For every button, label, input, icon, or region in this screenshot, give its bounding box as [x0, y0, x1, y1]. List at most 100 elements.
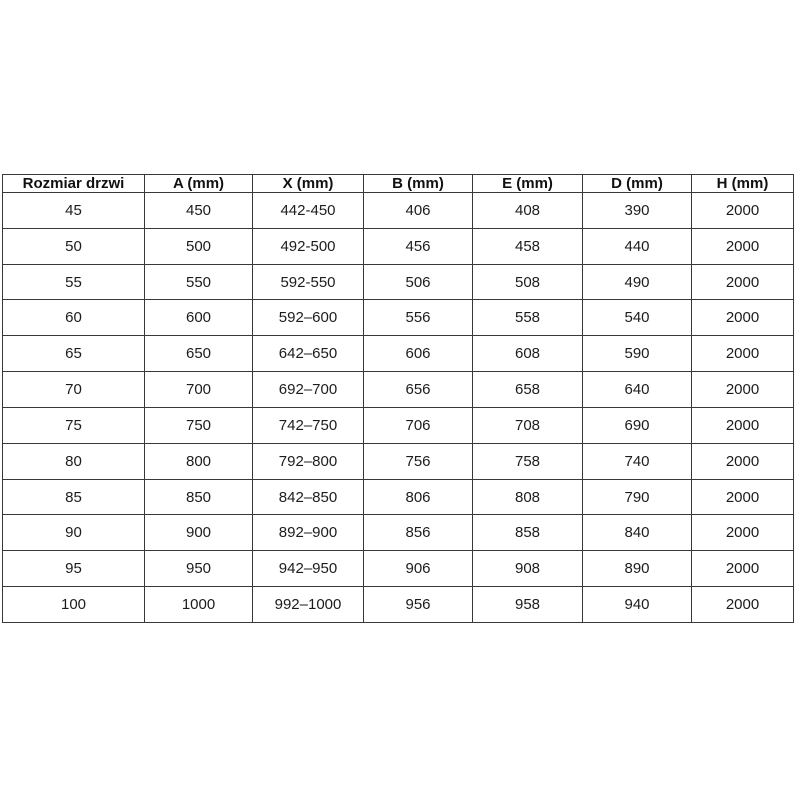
table-row: 50 500 492-500 456 458 440 2000	[2, 227, 794, 265]
table-cell: 65	[2, 335, 145, 373]
table-body: 45 450 442-450 406 408 390 2000 50 500 492-500 456…	[2, 192, 794, 623]
table-cell: 100	[2, 586, 145, 623]
table-cell: 458	[472, 227, 583, 265]
table-cell: 90	[2, 514, 145, 552]
table-cell: 558	[472, 299, 583, 337]
table-cell: 2000	[691, 192, 794, 229]
column-header-x-mm: X (mm)	[252, 174, 364, 193]
table-cell: 756	[363, 442, 473, 480]
table-cell: 60	[2, 299, 145, 337]
table-cell: 606	[363, 335, 473, 373]
table-cell: 95	[2, 550, 145, 588]
table-cell: 892–900	[252, 514, 364, 552]
table-row: 75 750 742–750 706 708 690 2000	[2, 406, 794, 444]
table-cell: 500	[144, 227, 253, 265]
table-cell: 540	[582, 299, 692, 337]
column-header-rozmiar-drzwi: Rozmiar drzwi	[2, 174, 145, 193]
table-cell: 2000	[691, 335, 794, 373]
table-row: 60 600 592–600 556 558 540 2000	[2, 299, 794, 337]
table-cell: 656	[363, 371, 473, 408]
table-cell: 806	[363, 478, 473, 516]
table-cell: 75	[2, 406, 145, 444]
table-cell: 2000	[691, 227, 794, 265]
table-row: 80 800 792–800 756 758 740 2000	[2, 442, 794, 480]
table-cell: 906	[363, 550, 473, 588]
table-row: 70 700 692–700 656 658 640 2000	[2, 371, 794, 408]
table-cell: 408	[472, 192, 583, 229]
table-cell: 940	[582, 586, 692, 623]
table-cell: 2000	[691, 406, 794, 444]
table-cell: 406	[363, 192, 473, 229]
table-cell: 800	[144, 442, 253, 480]
table-cell: 790	[582, 478, 692, 516]
table-cell: 80	[2, 442, 145, 480]
table-row: 55 550 592-550 506 508 490 2000	[2, 263, 794, 301]
table-cell: 442-450	[252, 192, 364, 229]
table-cell: 2000	[691, 442, 794, 480]
table-row: 85 850 842–850 806 808 790 2000	[2, 478, 794, 516]
table-cell: 492-500	[252, 227, 364, 265]
table-header-row: Rozmiar drzwi A (mm) X (mm) B (mm) E (mm…	[2, 174, 794, 193]
table-row: 95 950 942–950 906 908 890 2000	[2, 550, 794, 588]
table-row: 65 650 642–650 606 608 590 2000	[2, 335, 794, 373]
table-cell: 758	[472, 442, 583, 480]
table-cell: 2000	[691, 371, 794, 408]
table-cell: 440	[582, 227, 692, 265]
column-header-a-mm: A (mm)	[144, 174, 253, 193]
table-cell: 658	[472, 371, 583, 408]
table-cell: 50	[2, 227, 145, 265]
column-header-e-mm: E (mm)	[472, 174, 583, 193]
table-row: 45 450 442-450 406 408 390 2000	[2, 192, 794, 229]
table-cell: 592-550	[252, 263, 364, 301]
table-cell: 706	[363, 406, 473, 444]
table-cell: 708	[472, 406, 583, 444]
table-cell: 592–600	[252, 299, 364, 337]
table-cell: 700	[144, 371, 253, 408]
table-cell: 390	[582, 192, 692, 229]
table-cell: 850	[144, 478, 253, 516]
table-cell: 1000	[144, 586, 253, 623]
table-cell: 650	[144, 335, 253, 373]
table-cell: 450	[144, 192, 253, 229]
table-cell: 2000	[691, 478, 794, 516]
table-cell: 600	[144, 299, 253, 337]
table-cell: 590	[582, 335, 692, 373]
table-cell: 900	[144, 514, 253, 552]
table-cell: 490	[582, 263, 692, 301]
table-cell: 792–800	[252, 442, 364, 480]
table-cell: 692–700	[252, 371, 364, 408]
table-cell: 958	[472, 586, 583, 623]
door-size-table: Rozmiar drzwi A (mm) X (mm) B (mm) E (mm…	[2, 174, 794, 623]
table-cell: 508	[472, 263, 583, 301]
table-cell: 950	[144, 550, 253, 588]
table-cell: 2000	[691, 263, 794, 301]
table-cell: 740	[582, 442, 692, 480]
table-cell: 2000	[691, 550, 794, 588]
table-cell: 456	[363, 227, 473, 265]
table-cell: 2000	[691, 514, 794, 552]
table-cell: 690	[582, 406, 692, 444]
table-cell: 992–1000	[252, 586, 364, 623]
table-cell: 2000	[691, 299, 794, 337]
table-cell: 2000	[691, 586, 794, 623]
table-cell: 908	[472, 550, 583, 588]
table-cell: 956	[363, 586, 473, 623]
table-cell: 750	[144, 406, 253, 444]
column-header-d-mm: D (mm)	[582, 174, 692, 193]
column-header-h-mm: H (mm)	[691, 174, 794, 193]
table-cell: 742–750	[252, 406, 364, 444]
table-cell: 840	[582, 514, 692, 552]
table-cell: 640	[582, 371, 692, 408]
table-cell: 858	[472, 514, 583, 552]
table-cell: 556	[363, 299, 473, 337]
table-cell: 808	[472, 478, 583, 516]
table-cell: 70	[2, 371, 145, 408]
table-cell: 55	[2, 263, 145, 301]
table-cell: 942–950	[252, 550, 364, 588]
table-cell: 890	[582, 550, 692, 588]
table-cell: 856	[363, 514, 473, 552]
table-cell: 506	[363, 263, 473, 301]
table-cell: 85	[2, 478, 145, 516]
table-row: 90 900 892–900 856 858 840 2000	[2, 514, 794, 552]
